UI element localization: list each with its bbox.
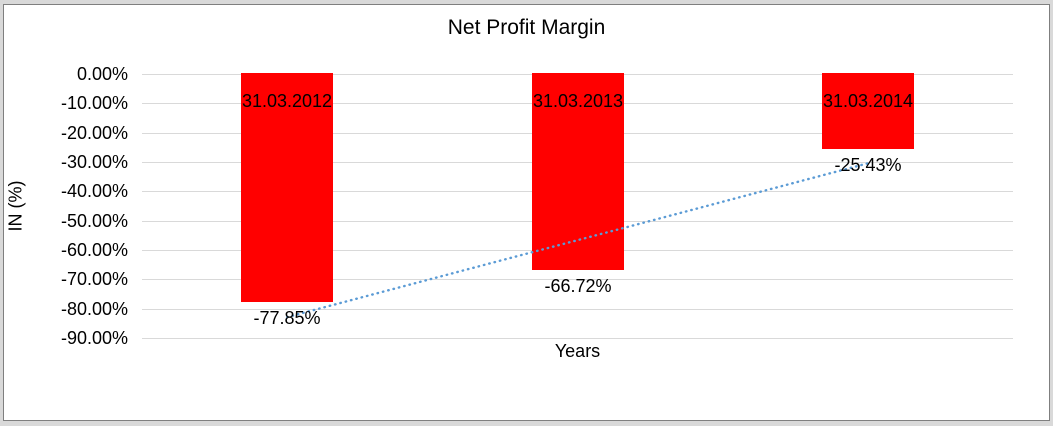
y-axis-tick-label: -20.00%	[60, 123, 128, 143]
category-label: 31.03.2014	[822, 91, 914, 111]
bar	[822, 73, 914, 149]
x-axis-title: Years	[554, 341, 601, 361]
y-axis-tick-label: -60.00%	[60, 240, 128, 260]
data-label: -77.85%	[253, 308, 321, 328]
y-axis-tick-label: -10.00%	[60, 93, 128, 113]
gridline	[142, 338, 1013, 339]
category-label: 31.03.2013	[532, 91, 624, 111]
chart-title: Net Profit Margin	[447, 16, 606, 39]
y-axis-title: IN (%)	[5, 180, 26, 232]
y-axis-tick-label: -30.00%	[60, 152, 128, 172]
y-axis-tick-label: -70.00%	[60, 269, 128, 289]
data-label: -66.72%	[544, 276, 612, 296]
y-axis-tick-label: -90.00%	[60, 328, 128, 348]
y-axis-tick-label: -80.00%	[60, 299, 128, 319]
y-axis-tick-label: 0.00%	[76, 64, 128, 84]
y-axis-tick-label: -50.00%	[60, 211, 128, 231]
y-axis-tick-label: -40.00%	[60, 181, 128, 201]
category-label: 31.03.2012	[241, 91, 333, 111]
data-label: -25.43%	[834, 155, 902, 175]
